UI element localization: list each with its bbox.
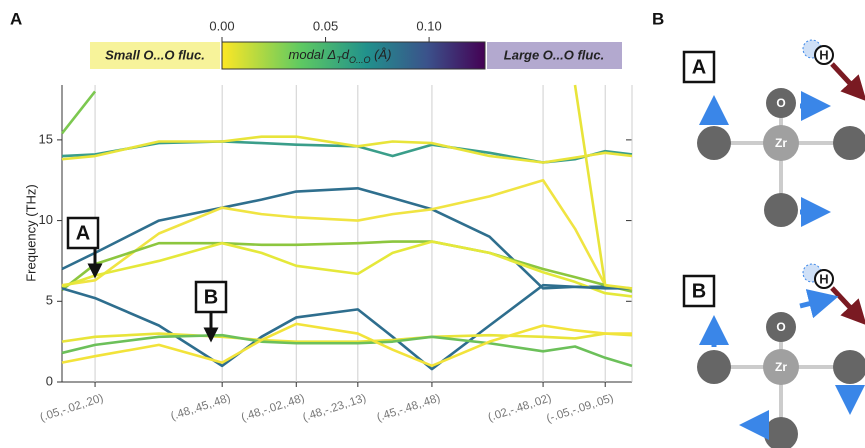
band (575, 85, 632, 288)
x-tick-label: (.05,-.02,.20) (39, 392, 105, 424)
diagram: A O Zr H B O Zr H (684, 40, 865, 448)
y-tick-label: 15 (39, 131, 53, 146)
y-axis-label: Frequency (THz) (23, 184, 38, 282)
metal-atom (764, 193, 798, 227)
colorbar-tick-label: 0.10 (416, 18, 441, 33)
atom-label: H (819, 271, 828, 286)
h-arrow (832, 288, 858, 316)
band (62, 91, 95, 133)
annotation: A (76, 222, 90, 244)
x-tick-label: (.48,-.23,.13) (301, 392, 367, 424)
x-tick-label: (.02,-.48,.02) (487, 392, 553, 424)
metal-atom (697, 350, 731, 384)
y-tick-label: 10 (39, 212, 53, 227)
colorbar-label-part: O...O (349, 55, 371, 65)
panel-label: B (652, 9, 664, 28)
atom-label: Zr (775, 360, 787, 374)
x-tick-label: (-.05,-.09,.05) (545, 392, 615, 425)
colorbar-label-part: (Å) (371, 47, 392, 62)
atom-label: H (819, 47, 828, 62)
panel-label: A (10, 9, 22, 28)
colorbar-tick-label: 0.05 (313, 18, 338, 33)
x-tick-label: (.48,-.02,.48) (240, 392, 306, 424)
band (62, 324, 632, 366)
x-tick-label: (.45,-.48,.48) (375, 392, 441, 424)
atom-label: O (776, 96, 785, 110)
displacement-arrow (800, 300, 824, 306)
atom-label: O (776, 320, 785, 334)
metal-atom (764, 417, 798, 448)
y-tick-label: 0 (46, 373, 53, 388)
diagram-label: A (692, 56, 706, 78)
y-tick-label: 5 (46, 293, 53, 308)
band (62, 335, 632, 366)
diagram-label: B (692, 280, 706, 302)
atom-label: Zr (775, 136, 787, 150)
x-tick-label: (.48,.45,.48) (169, 392, 232, 423)
colorbar-label-part: modal Δ (289, 47, 337, 62)
h-arrow (832, 64, 858, 92)
metal-atom (833, 126, 865, 160)
metal-atom (833, 350, 865, 384)
high-note: Large O...O fluc. (504, 47, 604, 62)
band (62, 137, 632, 163)
low-note: Small O...O fluc. (105, 47, 205, 62)
figure: A B Small O...O fluc. Large O...O fluc. … (0, 0, 865, 448)
annotation: B (204, 286, 218, 308)
metal-atom (697, 126, 731, 160)
colorbar-tick-label: 0.00 (209, 18, 234, 33)
